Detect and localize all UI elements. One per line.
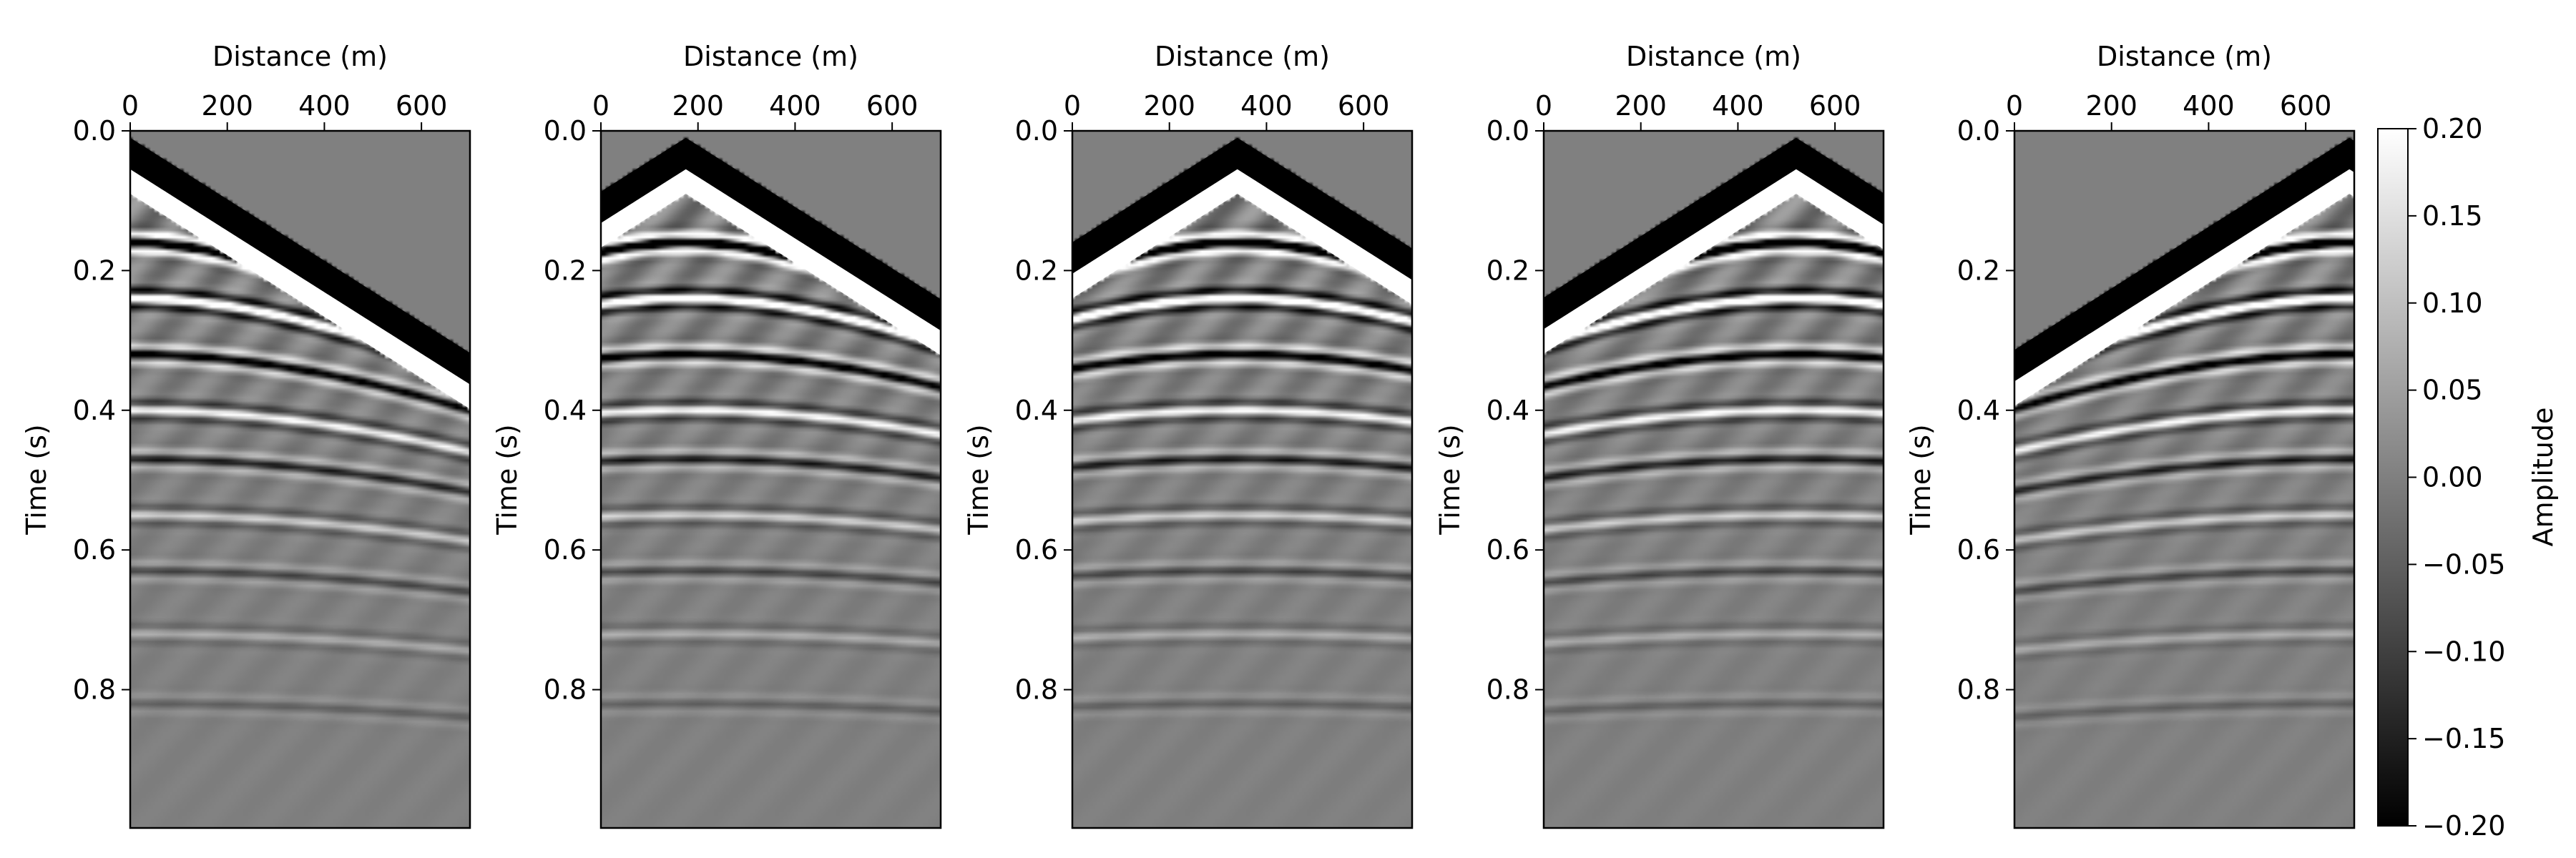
panel-2-xtick-label: 400: [769, 90, 821, 122]
panel-4-ytick-label: 0.4: [1487, 395, 1529, 426]
panel-1-xtick-label: 400: [298, 90, 351, 122]
panel-3-ytick-label: 0.0: [1015, 115, 1058, 147]
colorbar-tick-label: 0.10: [2422, 287, 2483, 319]
panels-group: 0 200 400 600 0.0 0.2 0.4 0.6 0.8 Distance (m) Tim…: [21, 41, 2354, 828]
panel-1-heatmap-image: [130, 131, 470, 828]
panel-4-ylabel: Time (s): [1434, 424, 1466, 536]
panel-1-ytick-label: 0.6: [73, 534, 116, 566]
panel-2-ytick-label: 0.6: [544, 534, 587, 566]
panel-1-xtick-label: 200: [201, 90, 253, 122]
colorbar-tick-label: −0.05: [2422, 548, 2505, 580]
colorbar-gradient: [2378, 129, 2408, 826]
panel-4-ytick-label: 0.6: [1487, 534, 1529, 566]
panel-2-ylabel: Time (s): [491, 424, 523, 536]
panel-1: 0 200 400 600 0.0 0.2 0.4 0.6 0.8 Distance (m) Tim…: [21, 41, 470, 828]
panel-1-ytick-label: 0.0: [73, 115, 116, 147]
panel-4-ytick-label: 0.2: [1487, 255, 1529, 286]
panel-2-ytick-label: 0.8: [544, 674, 587, 706]
panel-4-xtick-label: 0: [1535, 90, 1552, 122]
panel-5-xtick-label: 600: [2280, 90, 2332, 122]
colorbar-tick-label: −0.15: [2422, 723, 2505, 754]
panel-5-heatmap-image: [2014, 131, 2354, 828]
colorbar-ticks: 0.20 0.15 0.10 0.05 0.00 −0.05 −0.10 −0.15 −0.20: [2408, 113, 2505, 842]
panel-5-ytick-label: 0.6: [1957, 534, 2000, 566]
panel-3-xtick-label: 400: [1240, 90, 1293, 122]
panel-3-ytick-label: 0.8: [1015, 674, 1058, 706]
panel-4-xtick-label: 200: [1615, 90, 1667, 122]
panel-5-ytick-label: 0.8: [1957, 674, 2000, 706]
panel-3-ytick-label: 0.4: [1015, 395, 1058, 426]
colorbar-tick-label: −0.20: [2422, 810, 2505, 842]
panel-3-xtick-label: 200: [1143, 90, 1195, 122]
colorbar-tick-label: −0.10: [2422, 636, 2505, 667]
panel-1-ytick-label: 0.8: [73, 674, 116, 706]
panel-1-ytick-label: 0.4: [73, 395, 116, 426]
panel-4: 0 200 400 600 0.0 0.2 0.4 0.6 0.8 Distance (m) Tim…: [1434, 41, 1884, 828]
panel-5-ytick-label: 0.4: [1957, 395, 2000, 426]
colorbar-tick-label: 0.20: [2422, 113, 2483, 144]
panel-5-xtick-label: 0: [2006, 90, 2023, 122]
panel-5-xtick-label: 200: [2085, 90, 2137, 122]
colorbar-tick-label: 0.15: [2422, 200, 2483, 232]
colorbar-label: Amplitude: [2527, 408, 2559, 547]
panel-2-ytick-label: 0.4: [544, 395, 587, 426]
panel-4-ytick-label: 0.8: [1487, 674, 1529, 706]
panel-5-xtick-label: 400: [2183, 90, 2235, 122]
panel-3-xtick-label: 600: [1338, 90, 1390, 122]
panel-2-xlabel: Distance (m): [683, 41, 858, 72]
panel-3-ytick-label: 0.2: [1015, 255, 1058, 286]
panel-1-ylabel: Time (s): [21, 424, 52, 536]
panel-3-xtick-label: 0: [1064, 90, 1081, 122]
panel-4-xtick-label: 600: [1809, 90, 1861, 122]
colorbar-tick-label: 0.05: [2422, 375, 2483, 406]
panel-2-ytick-label: 0.0: [544, 115, 587, 147]
panel-3-ytick-label: 0.6: [1015, 534, 1058, 566]
panel-2-ytick-label: 0.2: [544, 255, 587, 286]
panel-3: 0 200 400 600 0.0 0.2 0.4 0.6 0.8 Distance (m) Tim…: [963, 41, 1412, 828]
panel-1-xtick-label: 600: [396, 90, 448, 122]
panel-2-xtick-label: 600: [866, 90, 919, 122]
panel-5: 0 200 400 600 0.0 0.2 0.4 0.6 0.8 Distance (m) Tim…: [1905, 41, 2354, 828]
colorbar: 0.20 0.15 0.10 0.05 0.00 −0.05 −0.10 −0.15 −0.20…: [2378, 113, 2559, 842]
panel-2-xtick-label: 200: [672, 90, 724, 122]
colorbar-tick-label: 0.00: [2422, 462, 2483, 493]
panel-1-xlabel: Distance (m): [212, 41, 388, 72]
panel-2-xtick-label: 0: [592, 90, 609, 122]
panel-4-ytick-label: 0.0: [1487, 115, 1529, 147]
panel-2: 0 200 400 600 0.0 0.2 0.4 0.6 0.8 Distance (m) Tim…: [491, 41, 941, 828]
panel-5-xlabel: Distance (m): [2097, 41, 2272, 72]
panel-4-xtick-label: 400: [1712, 90, 1764, 122]
panel-5-ylabel: Time (s): [1905, 424, 1936, 536]
panel-3-xlabel: Distance (m): [1155, 41, 1330, 72]
panel-3-ylabel: Time (s): [963, 424, 994, 536]
panel-5-ytick-label: 0.2: [1957, 255, 2000, 286]
panel-1-xtick-label: 0: [122, 90, 139, 122]
panel-1-ytick-label: 0.2: [73, 255, 116, 286]
panel-5-ytick-label: 0.0: [1957, 115, 2000, 147]
panel-4-xlabel: Distance (m): [1626, 41, 1801, 72]
